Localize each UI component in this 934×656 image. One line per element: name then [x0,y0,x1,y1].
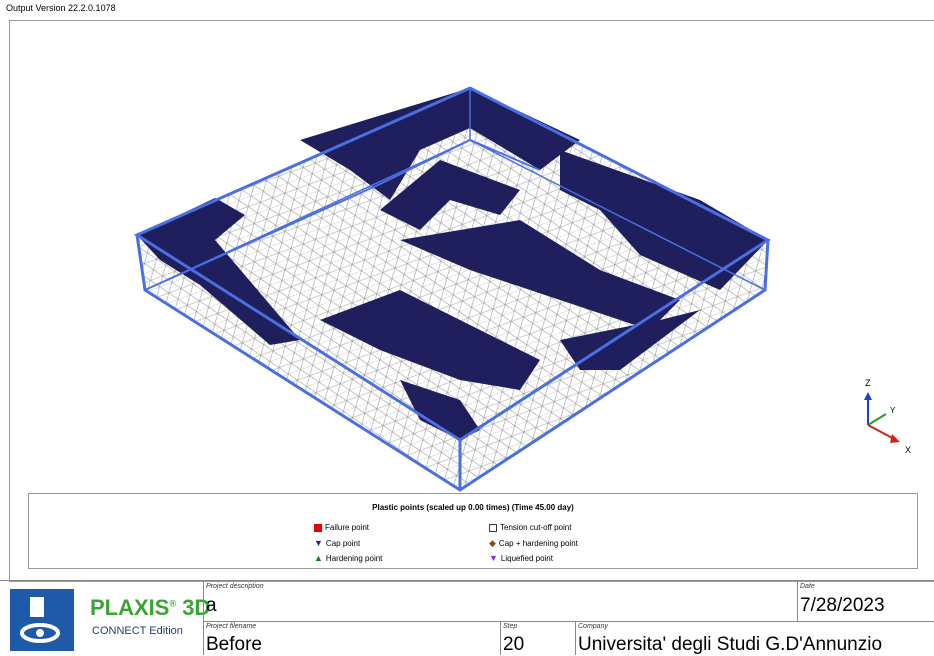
field-label: Company [578,623,608,630]
legend-label: Failure point [325,523,370,532]
logo-edition: CONNECT Edition [92,625,183,637]
field-value: a [206,595,217,616]
axis-z: Z [865,378,871,388]
legend-label: Tension cut-off point [500,523,572,532]
legend-label: Cap + hardening point [498,539,578,548]
divider [203,621,934,622]
divider [797,581,798,621]
legend-symbol: ▼ [314,538,323,548]
logo-icon [10,589,74,651]
legend-item: ◆ Cap + hardening point [489,538,578,549]
logo-registered: ® [169,598,177,609]
legend-label: Cap point [325,538,361,548]
field-value: Before [206,634,262,655]
legend-label: Hardening point [325,553,383,563]
legend-symbol: ◆ [489,538,496,548]
legend-item: Tension cut-off point [489,523,571,532]
legend-item: ▼ Cap point [314,538,360,548]
field-value: 7/28/2023 [800,595,885,616]
divider [575,621,576,655]
divider [203,581,204,655]
legend-symbol [489,523,497,532]
footer: PLAXIS® 3D CONNECT Edition Project descr… [0,580,934,655]
field-label: Date [800,583,815,590]
divider [500,621,501,655]
field-label: Project filename [206,623,257,630]
axis-gizmo: Z Y X [864,378,911,455]
legend-item: ▼ Liquefied point [489,553,553,563]
field-value: 20 [503,634,525,655]
field-label: Step [503,623,518,630]
logo-graphic [20,597,60,643]
legend-symbol: ▼ [489,553,498,563]
logo-brand: PLAXIS [90,595,170,620]
axis-y: Y [890,406,896,415]
version-text: Output Version 22.2.0.1078 [6,3,116,13]
legend-symbol: ▲ [314,553,323,563]
mesh-side [137,235,768,490]
plastic-points [137,88,768,440]
field-value: Universita' degli Studi G.D'Annunzio [578,634,883,655]
logo-text: PLAXIS® 3D [90,595,210,621]
model-box [133,86,771,492]
axis-x: X [905,445,911,455]
legend: Plastic points (scaled up 0.00 times) (T… [28,493,918,569]
model-view: Z Y X [133,86,911,492]
legend-item: ▲ Hardening point [314,553,382,563]
legend-item: Failure point [314,523,369,532]
logo-product: 3D [182,595,211,620]
viewport [9,20,934,582]
legend-symbol [314,523,322,532]
legend-label: Liquefied point [500,553,553,563]
field-label: Project description [206,583,264,590]
legend-title: Plastic points (scaled up 0.00 times) (T… [372,503,574,512]
